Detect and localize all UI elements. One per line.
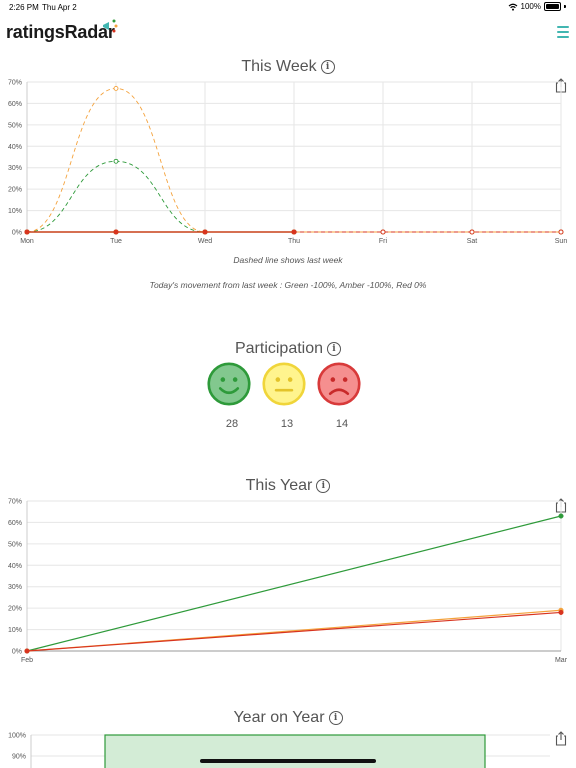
- battery-icon: [544, 2, 561, 11]
- battery-tip-icon: [564, 5, 566, 8]
- this-week-chart: 0% 10% 20% 30% 40% 50% 60% 70% Mon Tue Wed Thu Fri Sa…: [8, 80, 568, 246]
- x-tick-label: Fri: [379, 238, 388, 245]
- happy-face-icon[interactable]: [207, 362, 251, 406]
- this-year-heading: This Year: [245, 477, 313, 494]
- y-tick-label: 50%: [8, 541, 22, 548]
- this-year-info-icon[interactable]: i: [316, 479, 331, 493]
- x-tick-label: Sat: [467, 238, 478, 245]
- amber-count: 13: [280, 418, 294, 430]
- data-point-red: [291, 229, 297, 235]
- y-tick-label: 10%: [8, 627, 22, 634]
- x-tick-label: Sun: [555, 238, 568, 245]
- data-point-red: [24, 229, 30, 235]
- movement-summary: Today's movement from last week : Green …: [149, 280, 427, 290]
- data-point-red: [202, 229, 208, 235]
- y-tick-label: 10%: [8, 208, 22, 215]
- y-tick-label: 40%: [8, 563, 22, 570]
- data-point-green: [558, 513, 564, 519]
- y-tick-label: 100%: [8, 733, 26, 740]
- y-tick-label: 30%: [8, 584, 22, 591]
- participation-title: Participation i: [0, 340, 576, 358]
- home-indicator[interactable]: [200, 759, 376, 763]
- year-on-year-info-icon[interactable]: i: [328, 711, 343, 725]
- x-tick-label: Feb: [21, 657, 33, 664]
- y-tick-label: 60%: [8, 520, 22, 527]
- status-time: 2:26 PM: [9, 3, 39, 12]
- y-tick-label: 0%: [12, 649, 22, 656]
- series-line-red: [26, 611, 562, 652]
- participation-heading: Participation: [234, 340, 324, 357]
- this-week-info-icon[interactable]: i: [320, 60, 335, 74]
- status-bar: 2:26 PM Thu Apr 2 100%: [0, 0, 576, 14]
- data-point-amber-last-week: [113, 85, 119, 91]
- this-year-title: This Year i: [0, 477, 576, 495]
- this-year-chart: 0% 10% 20% 30% 40% 50% 60% 70% Feb Mar: [8, 499, 568, 665]
- menu-line: [557, 36, 569, 38]
- year-on-year-heading: Year on Year: [233, 709, 325, 726]
- menu-button[interactable]: [557, 26, 569, 38]
- status-date: Thu Apr 2: [42, 3, 77, 12]
- y-tick-label: 90%: [12, 754, 26, 761]
- participation-info-icon[interactable]: i: [327, 342, 342, 356]
- menu-line: [557, 26, 569, 28]
- x-tick-label: Mon: [20, 238, 34, 245]
- data-point-red-last-week: [558, 229, 564, 235]
- y-tick-label: 0%: [12, 230, 22, 237]
- menu-line: [557, 31, 569, 33]
- x-tick-label: Thu: [288, 238, 300, 245]
- sad-face-icon[interactable]: [317, 362, 361, 406]
- battery-percent: 100%: [520, 2, 541, 11]
- last-week-note: Dashed line shows last week: [233, 255, 343, 265]
- this-week-title: This Week i: [0, 58, 576, 76]
- year-on-year-title: Year on Year i: [0, 709, 576, 727]
- radar-logo-icon: [103, 19, 118, 33]
- data-point-red-last-week: [469, 229, 475, 235]
- y-tick-label: 70%: [8, 80, 22, 87]
- data-point-red: [558, 609, 564, 615]
- year-on-year-share-icon[interactable]: [555, 731, 567, 746]
- green-count: 28: [225, 418, 239, 430]
- y-tick-label: 20%: [8, 606, 22, 613]
- y-tick-label: 30%: [8, 165, 22, 172]
- status-indicators: 100%: [508, 2, 566, 11]
- y-tick-label: 40%: [8, 144, 22, 151]
- bar-green: [104, 734, 486, 768]
- y-tick-label: 60%: [8, 101, 22, 108]
- wifi-icon: [508, 3, 517, 11]
- data-point-green-last-week: [113, 158, 119, 164]
- y-tick-label: 20%: [8, 187, 22, 194]
- data-point-red-last-week: [380, 229, 386, 235]
- neutral-face-icon[interactable]: [262, 362, 306, 406]
- data-point-red: [24, 648, 30, 654]
- data-point-red: [113, 229, 119, 235]
- x-tick-label: Mar: [555, 657, 568, 664]
- app-header: ratingsRadar: [0, 14, 576, 50]
- x-tick-label: Wed: [198, 238, 212, 245]
- series-line-green: [26, 515, 562, 652]
- app-logo: ratingsRadar: [6, 22, 115, 42]
- y-tick-label: 70%: [8, 499, 22, 506]
- this-week-heading: This Week: [241, 58, 317, 75]
- y-tick-label: 50%: [8, 122, 22, 129]
- red-count: 14: [335, 418, 349, 430]
- x-tick-label: Tue: [110, 238, 122, 245]
